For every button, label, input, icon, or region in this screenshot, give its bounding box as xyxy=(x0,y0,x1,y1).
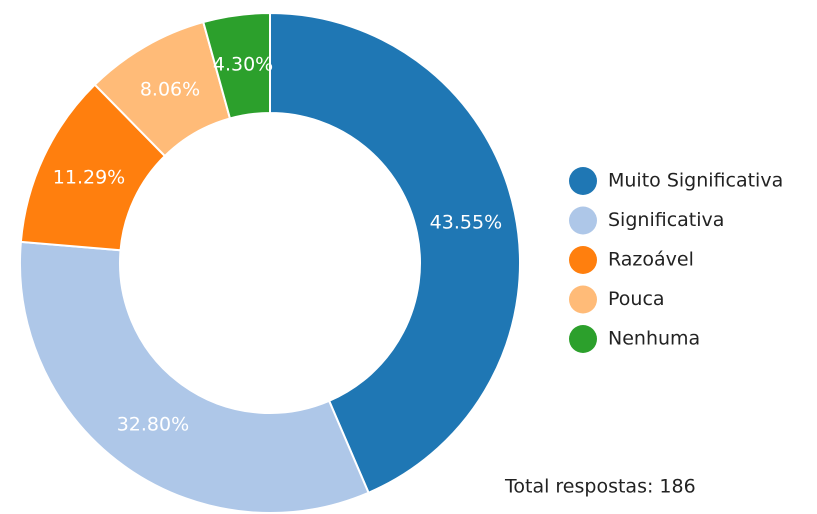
slice-label: 43.55% xyxy=(430,211,502,233)
legend-swatch xyxy=(569,167,597,195)
donut-slice xyxy=(19,240,370,514)
slice-label: 11.29% xyxy=(53,166,125,188)
slice-label: 4.30% xyxy=(213,53,273,75)
legend-swatch xyxy=(569,246,597,274)
total-annotation: Total respostas: 186 xyxy=(504,476,696,498)
donut-slice xyxy=(269,11,521,495)
legend-label: Pouca xyxy=(608,288,665,310)
legend-label: Significativa xyxy=(608,209,724,231)
legend-swatch xyxy=(569,285,597,314)
slice-label: 32.80% xyxy=(117,414,189,436)
legend-label: Muito Significativa xyxy=(608,170,783,192)
legend-label: Nenhuma xyxy=(608,328,700,350)
legend-swatch xyxy=(569,206,597,235)
slice-label: 8.06% xyxy=(140,78,200,100)
donut-slice xyxy=(202,11,271,120)
legend-swatch xyxy=(569,325,597,353)
legend-label: Razoável xyxy=(608,249,694,271)
